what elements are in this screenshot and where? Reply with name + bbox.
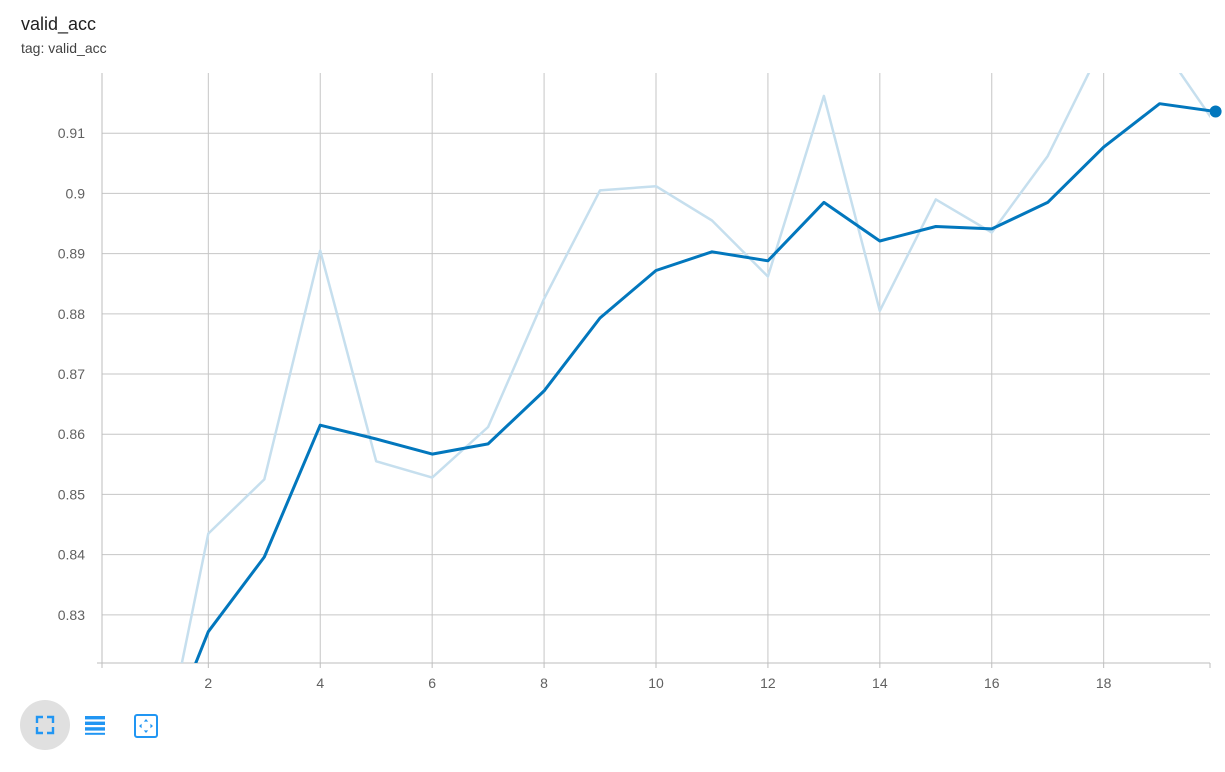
fit-domain-icon [134, 714, 158, 738]
grid-lines [102, 73, 1210, 663]
last-point-marker [1209, 105, 1222, 118]
x-tick-label: 4 [316, 675, 324, 690]
tick-labels: 0.83 0.84 0.85 0.86 0.87 0.88 0.89 0.9 0.91 2 4 6 8 1… [58, 125, 1112, 690]
y-tick-label: 0.84 [58, 547, 85, 563]
y-tick-label: 0.85 [58, 486, 85, 502]
x-tick-label: 14 [872, 675, 888, 690]
x-tick-label: 8 [540, 675, 548, 690]
x-tick-label: 6 [428, 675, 436, 690]
axes [97, 73, 1211, 668]
list-icon [85, 716, 105, 735]
y-tick-label: 0.88 [58, 306, 85, 322]
raw-series-line [180, 73, 1210, 663]
y-tick-label: 0.83 [58, 607, 85, 623]
chart-tag: tag: valid_acc [21, 40, 107, 56]
x-tick-label: 2 [204, 675, 212, 690]
series-lines [180, 73, 1210, 663]
smoothed-series-line [194, 102, 1210, 663]
chart-title: valid_acc [21, 14, 97, 34]
fullscreen-button[interactable] [20, 700, 70, 750]
y-tick-label: 0.86 [58, 426, 85, 442]
fullscreen-icon [35, 715, 55, 735]
y-tick-label: 0.89 [58, 246, 85, 262]
x-tick-label: 10 [648, 675, 664, 690]
fit-domain-button[interactable] [120, 700, 170, 750]
toggle-log-scale-button[interactable] [70, 700, 120, 750]
line-chart[interactable]: 0.83 0.84 0.85 0.86 0.87 0.88 0.89 0.9 0.91 2 4 6 8 1… [0, 0, 1225, 690]
x-tick-label: 16 [984, 675, 1000, 690]
x-tick-label: 18 [1096, 675, 1112, 690]
x-tick-label: 12 [760, 675, 776, 690]
y-tick-label: 0.9 [66, 185, 86, 201]
y-tick-label: 0.91 [58, 125, 85, 141]
y-tick-label: 0.87 [58, 366, 85, 382]
